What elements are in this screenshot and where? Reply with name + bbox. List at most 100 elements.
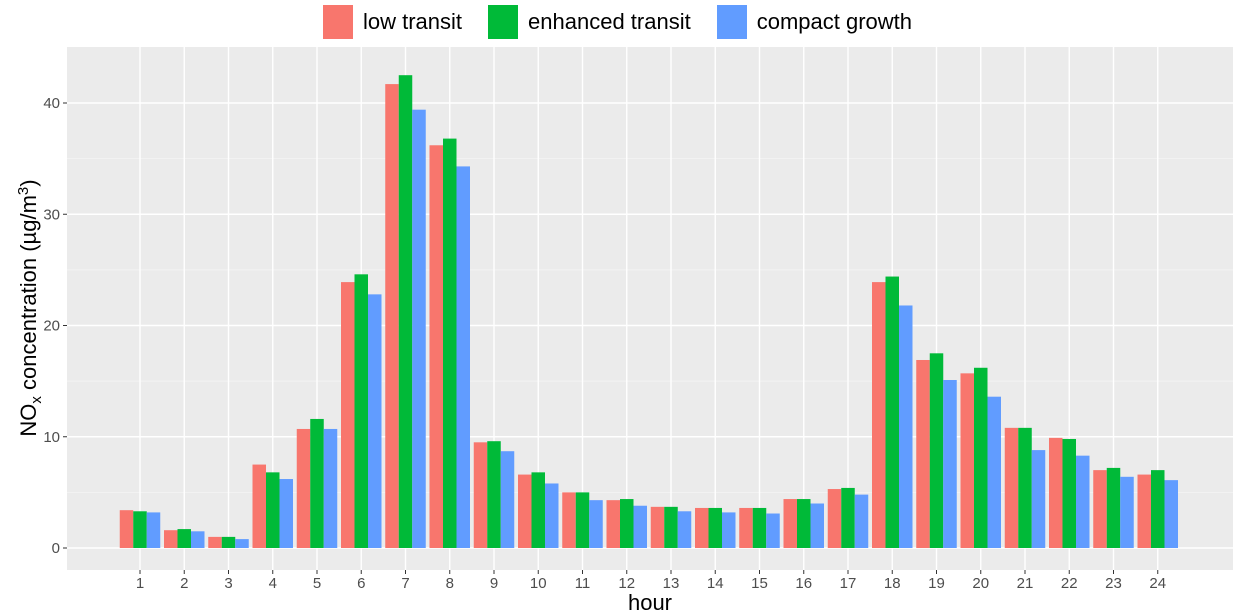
- bar-low-transit-hour-10: [518, 474, 532, 548]
- bar-compact-growth-hour-10: [545, 483, 559, 548]
- bar-compact-growth-hour-17: [854, 494, 869, 548]
- legend: low transit enhanced transit compact gro…: [0, 0, 1235, 44]
- x-tick-label: 13: [663, 575, 680, 592]
- bar-low-transit-hour-13: [650, 506, 665, 548]
- bar-enhanced-transit-hour-18: [885, 276, 899, 548]
- legend-swatch-enhanced-transit: [488, 5, 519, 39]
- x-tick-label: 24: [1149, 575, 1166, 592]
- y-axis: 0 10 20 30 40: [43, 95, 67, 557]
- legend-swatch-low-transit: [322, 5, 353, 39]
- bar-compact-growth-hour-12: [633, 505, 647, 548]
- legend-label-low-transit: low transit: [362, 9, 463, 34]
- y-tick-label: 40: [43, 95, 60, 112]
- bar-compact-growth-hour-4: [279, 479, 293, 548]
- bar-enhanced-transit-hour-14: [708, 507, 722, 548]
- bar-compact-growth-hour-3: [235, 539, 249, 548]
- bar-low-transit-hour-6: [341, 282, 355, 548]
- bar-enhanced-transit-hour-9: [487, 441, 501, 548]
- y-axis-title-superscript: 3: [15, 187, 32, 195]
- y-axis-title-subscript: x: [28, 396, 45, 404]
- bar-enhanced-transit-hour-4: [266, 472, 280, 548]
- bars: [119, 75, 1178, 549]
- bar-low-transit-hour-5: [296, 428, 311, 548]
- bar-enhanced-transit-hour-8: [443, 138, 457, 548]
- bar-compact-growth-hour-7: [412, 109, 426, 549]
- x-tick-label: 15: [751, 575, 768, 592]
- bar-compact-growth-hour-14: [722, 512, 736, 548]
- y-tick-label: 20: [43, 318, 60, 335]
- bar-enhanced-transit-hour-19: [929, 353, 944, 548]
- x-tick-label: 2: [180, 575, 188, 592]
- x-tick-label: 12: [618, 575, 635, 592]
- x-tick-label: 22: [1061, 575, 1078, 592]
- bar-low-transit-hour-3: [208, 536, 222, 549]
- bar-compact-growth-hour-23: [1120, 476, 1134, 548]
- y-tick-label: 0: [52, 540, 60, 557]
- bar-low-transit-hour-21: [1004, 427, 1019, 548]
- legend-swatch-compact-growth: [716, 5, 747, 39]
- x-tick-label: 20: [972, 575, 989, 592]
- y-axis-title-close: ): [16, 179, 41, 186]
- x-tick-label: 1: [136, 575, 144, 592]
- bar-low-transit-hour-23: [1093, 470, 1107, 549]
- y-axis-title-rest: concentration (µg/m: [16, 195, 41, 396]
- bar-compact-growth-hour-24: [1164, 480, 1178, 548]
- bar-enhanced-transit-hour-11: [575, 492, 590, 549]
- bar-enhanced-transit-hour-16: [797, 499, 811, 548]
- bar-compact-growth-hour-21: [1031, 450, 1046, 548]
- bar-compact-growth-hour-19: [943, 380, 957, 548]
- bar-enhanced-transit-hour-21: [1018, 427, 1032, 548]
- bar-compact-growth-hour-13: [677, 511, 692, 548]
- x-tick-label: 3: [224, 575, 232, 592]
- bar-compact-growth-hour-9: [500, 451, 515, 548]
- bar-low-transit-hour-24: [1137, 474, 1151, 548]
- bar-low-transit-hour-9: [473, 442, 488, 548]
- bar-enhanced-transit-hour-7: [398, 75, 413, 548]
- bar-low-transit-hour-19: [916, 359, 930, 548]
- legend-item-low-transit: low transit: [322, 5, 463, 39]
- bar-low-transit-hour-18: [872, 282, 886, 548]
- bar-low-transit-hour-12: [606, 500, 620, 548]
- x-tick-label: 7: [401, 575, 409, 592]
- x-tick-label: 19: [928, 575, 945, 592]
- bar-low-transit-hour-22: [1049, 437, 1063, 548]
- x-tick-label: 14: [707, 575, 724, 592]
- x-tick-label: 4: [269, 575, 277, 592]
- bar-low-transit-hour-1: [119, 510, 134, 548]
- legend-item-compact-growth: compact growth: [716, 5, 912, 39]
- x-tick-label: 5: [313, 575, 321, 592]
- bar-low-transit-hour-15: [739, 507, 753, 548]
- legend-label-compact-growth: compact growth: [756, 9, 912, 34]
- x-tick-label: 21: [1017, 575, 1034, 592]
- x-tick-label: 23: [1105, 575, 1122, 592]
- bar-low-transit-hour-16: [783, 499, 797, 548]
- bar-low-transit-hour-11: [562, 492, 576, 549]
- y-tick-label: 30: [43, 206, 60, 223]
- bar-enhanced-transit-hour-6: [354, 274, 368, 548]
- legend-item-enhanced-transit: enhanced transit: [488, 5, 691, 39]
- x-axis: 1 2 3 4 5 6 7 8 9 10 11 12 13 14 15 16 17 18 19 20 21 22 23 24: [136, 570, 1166, 592]
- x-tick-label: 8: [446, 575, 454, 592]
- x-axis-title: hour: [628, 590, 672, 615]
- x-tick-label: 18: [884, 575, 901, 592]
- x-tick-label: 9: [490, 575, 498, 592]
- bar-enhanced-transit-hour-10: [531, 472, 545, 548]
- bar-compact-growth-hour-8: [456, 166, 470, 548]
- bar-compact-growth-hour-18: [899, 305, 913, 548]
- bar-enhanced-transit-hour-24: [1151, 470, 1165, 549]
- y-axis-title: NOx concentration (µg/m3): [15, 179, 45, 436]
- bar-enhanced-transit-hour-12: [620, 499, 634, 548]
- bar-compact-growth-hour-15: [766, 513, 780, 548]
- y-axis-title-main: NO: [16, 404, 41, 437]
- bar-compact-growth-hour-6: [368, 294, 382, 548]
- bar-compact-growth-hour-5: [323, 428, 338, 548]
- bar-enhanced-transit-hour-1: [133, 511, 147, 548]
- bar-enhanced-transit-hour-2: [177, 529, 191, 548]
- bar-enhanced-transit-hour-5: [310, 418, 324, 548]
- bar-enhanced-transit-hour-20: [974, 367, 988, 548]
- bar-compact-growth-hour-22: [1076, 455, 1090, 548]
- bar-low-transit-hour-17: [827, 489, 842, 548]
- x-tick-label: 11: [575, 575, 591, 592]
- bar-enhanced-transit-hour-23: [1106, 467, 1121, 548]
